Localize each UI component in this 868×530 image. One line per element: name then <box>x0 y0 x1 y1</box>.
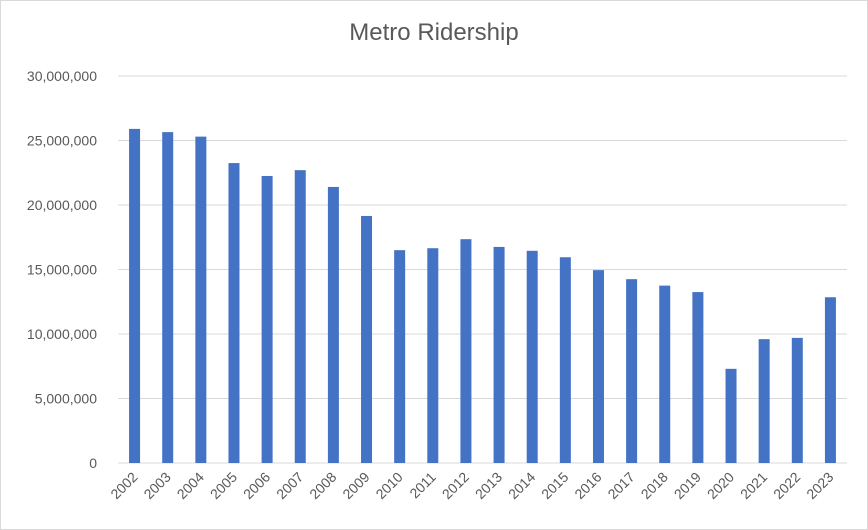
bar-2006 <box>261 175 273 463</box>
x-tick-label: 2017 <box>604 469 637 502</box>
x-tick-label: 2018 <box>638 469 671 502</box>
bar-2012 <box>460 239 472 463</box>
x-tick-label: 2016 <box>571 469 604 502</box>
y-tick-label: 5,000,000 <box>35 391 97 407</box>
y-tick-label: 15,000,000 <box>27 262 97 278</box>
x-tick-label: 2011 <box>406 469 439 502</box>
bar-2011 <box>427 248 439 463</box>
y-tick-label: 0 <box>89 455 97 471</box>
bar-2023 <box>824 297 836 463</box>
x-tick-label: 2010 <box>372 469 405 502</box>
bar-2017 <box>626 279 638 463</box>
x-tick-label: 2012 <box>439 469 472 502</box>
x-tick-label: 2019 <box>671 469 704 502</box>
y-tick-label: 20,000,000 <box>27 197 97 213</box>
y-tick-label: 30,000,000 <box>27 68 97 84</box>
y-tick-label: 10,000,000 <box>27 326 97 342</box>
x-tick-label: 2004 <box>174 469 207 502</box>
bar-2009 <box>361 215 373 463</box>
bar-2003 <box>162 132 174 464</box>
x-tick-label: 2002 <box>107 469 140 502</box>
bar-2019 <box>692 292 704 463</box>
chart-title: Metro Ridership <box>349 19 519 46</box>
x-tick-label: 2015 <box>538 469 571 502</box>
x-tick-label: 2023 <box>803 469 836 502</box>
x-tick-label: 2005 <box>207 469 240 502</box>
x-tick-label: 2003 <box>140 469 173 502</box>
bar-2018 <box>659 285 671 463</box>
x-tick-label: 2013 <box>472 469 505 502</box>
y-tick-label: 25,000,000 <box>27 133 97 149</box>
x-tick-label: 2009 <box>339 469 372 502</box>
x-tick-label: 2022 <box>770 469 803 502</box>
bar-2007 <box>294 170 306 464</box>
bar-2010 <box>394 250 406 463</box>
x-tick-label: 2007 <box>273 469 306 502</box>
bar-2022 <box>791 337 803 463</box>
x-tick-label: 2020 <box>704 469 737 502</box>
bar-2008 <box>327 186 339 463</box>
bar-2021 <box>758 339 770 463</box>
bar-2016 <box>592 270 604 463</box>
bar-2004 <box>195 136 207 463</box>
x-tick-label: 2021 <box>737 469 770 502</box>
bar-2020 <box>725 368 737 463</box>
x-tick-label: 2008 <box>306 469 339 502</box>
bar-2013 <box>493 246 505 463</box>
x-tick-label: 2014 <box>505 469 538 502</box>
bar-2014 <box>526 250 538 463</box>
bar-2002 <box>129 128 141 463</box>
bar-2015 <box>559 257 571 463</box>
bar-2005 <box>228 163 240 463</box>
x-tick-label: 2006 <box>240 469 273 502</box>
